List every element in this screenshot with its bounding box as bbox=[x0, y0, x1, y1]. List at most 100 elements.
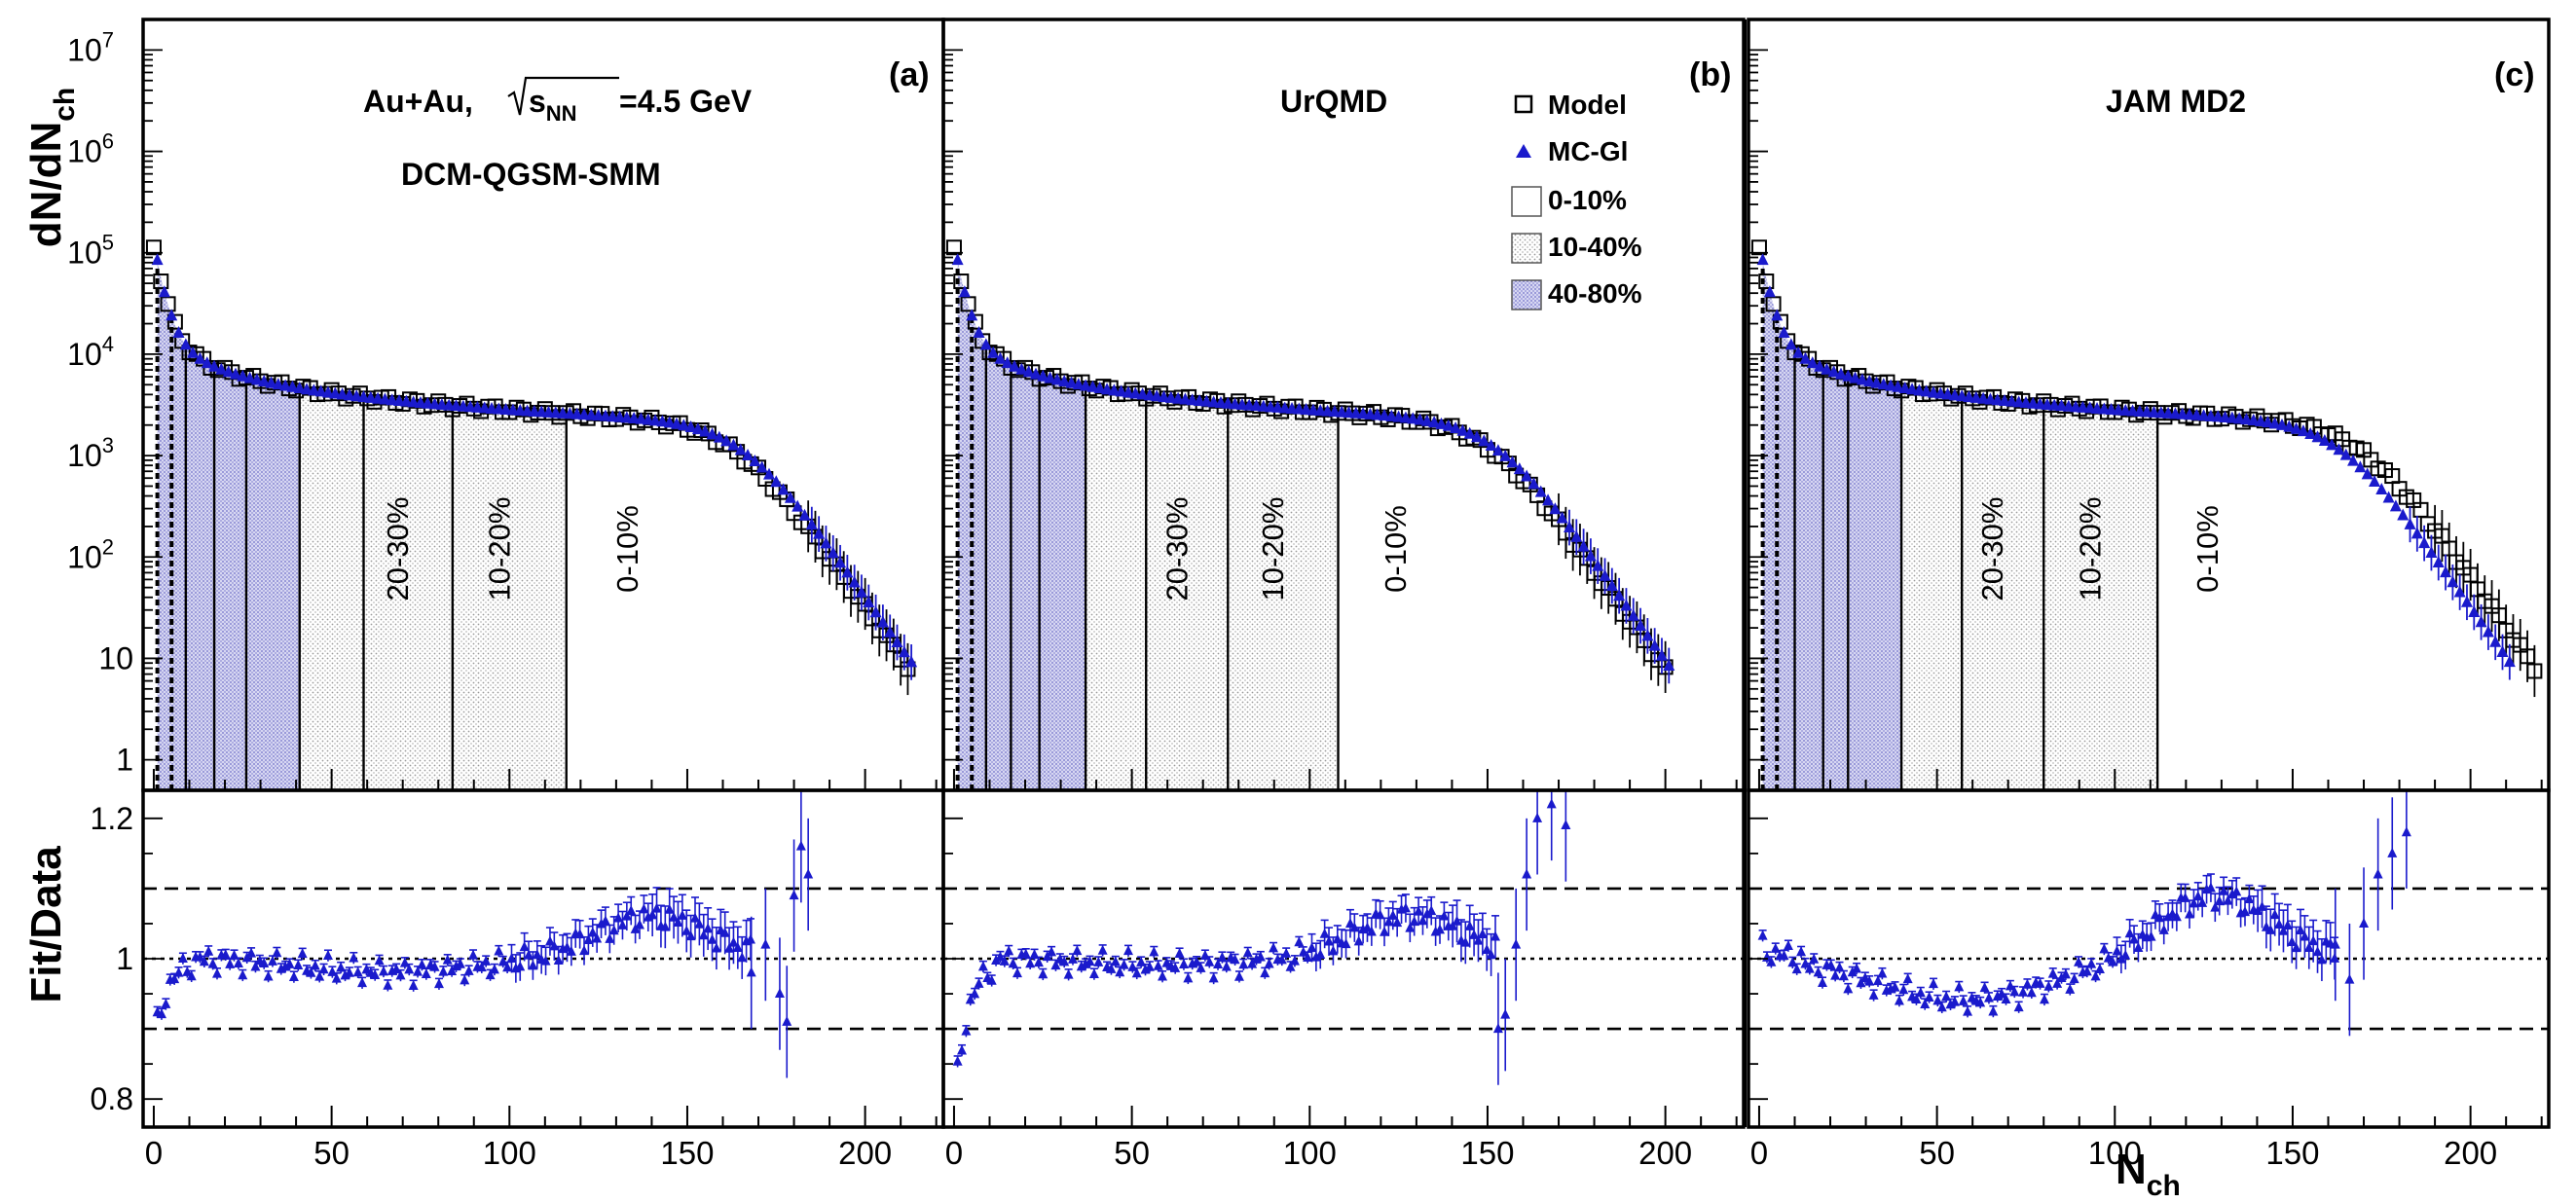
ratio-point bbox=[664, 903, 675, 914]
ratio-point bbox=[1464, 920, 1475, 930]
ratio-point bbox=[2074, 956, 2084, 966]
ratio-point bbox=[2401, 826, 2411, 837]
fit-point bbox=[2318, 434, 2331, 447]
fit-point bbox=[1336, 405, 1348, 418]
ratio-point bbox=[186, 970, 197, 981]
ratio-point bbox=[2112, 945, 2122, 956]
ratio-point bbox=[182, 966, 193, 976]
fit-point bbox=[1158, 390, 1170, 403]
ratio-point bbox=[1076, 961, 1086, 971]
ratio-point bbox=[566, 945, 576, 956]
fit-point bbox=[884, 625, 897, 638]
fit-point bbox=[1913, 383, 1926, 396]
fit-point bbox=[958, 285, 971, 298]
fit-point bbox=[827, 546, 839, 559]
ratio-point bbox=[1213, 959, 1224, 969]
ratio-point bbox=[746, 966, 756, 977]
fit-point bbox=[542, 405, 555, 418]
ratio-point bbox=[1452, 915, 1462, 926]
ratio-point bbox=[1400, 902, 1411, 913]
ratio-point bbox=[724, 942, 735, 953]
ratio-point bbox=[238, 969, 248, 980]
fit-point bbox=[1827, 365, 1840, 378]
ratio-point bbox=[2274, 918, 2285, 929]
fit-point bbox=[2105, 402, 2117, 415]
fit-point bbox=[493, 402, 505, 415]
fit-point bbox=[678, 419, 690, 431]
fit-point bbox=[1328, 405, 1341, 418]
fit-point bbox=[2055, 399, 2068, 412]
fit-point bbox=[2219, 410, 2231, 422]
fit-point bbox=[243, 371, 256, 383]
ratio-point bbox=[1435, 924, 1446, 934]
y-axis-title-ratio-text: Fit/Data bbox=[22, 846, 70, 1003]
sqrt-symbol bbox=[507, 76, 619, 116]
fit-point bbox=[258, 375, 271, 387]
generator-label-b: UrQMD bbox=[1280, 84, 1387, 119]
fit-point bbox=[2226, 411, 2238, 423]
fit-point bbox=[464, 400, 477, 413]
ratio-point bbox=[468, 949, 479, 960]
ratio-point bbox=[660, 921, 671, 931]
ratio-point bbox=[297, 948, 308, 959]
ratio-tick-label: 1 bbox=[116, 941, 133, 976]
fit-point bbox=[457, 399, 469, 412]
ratio-point bbox=[1178, 959, 1189, 969]
ratio-point bbox=[1852, 963, 1862, 973]
fit-point bbox=[2204, 409, 2217, 421]
fit-point bbox=[1806, 356, 1819, 369]
centrality-region bbox=[985, 345, 1012, 790]
ratio-point bbox=[1344, 918, 1355, 929]
fit-point bbox=[1399, 411, 1412, 423]
ratio-point bbox=[626, 904, 637, 915]
ratio-point bbox=[442, 954, 453, 965]
fit-point bbox=[1349, 406, 1362, 419]
ratio-point bbox=[1269, 942, 1279, 953]
ratio-point bbox=[1890, 981, 1900, 992]
fit-point bbox=[1792, 346, 1805, 358]
fit-point bbox=[2070, 400, 2082, 413]
ratio-point bbox=[1217, 951, 1228, 962]
fit-point bbox=[279, 379, 292, 391]
centrality-region bbox=[363, 397, 453, 790]
centrality-region bbox=[185, 345, 215, 790]
ratio-point bbox=[1319, 928, 1330, 938]
fit-point bbox=[820, 536, 832, 549]
ratio-point bbox=[2001, 993, 2011, 1003]
fit-point bbox=[706, 427, 718, 440]
ratio-point bbox=[1757, 930, 1768, 940]
ratio-point bbox=[2124, 928, 2135, 938]
fit-point bbox=[1892, 380, 1904, 392]
ratio-point bbox=[1877, 967, 1888, 978]
fit-point bbox=[2019, 396, 2032, 409]
ratio-point bbox=[2103, 952, 2114, 963]
fit-point bbox=[422, 396, 434, 409]
ratio-point bbox=[519, 941, 530, 952]
ratio-point bbox=[1911, 994, 1922, 1004]
fit-point bbox=[1050, 373, 1063, 385]
fit-point bbox=[570, 407, 583, 419]
fit-point bbox=[841, 565, 854, 578]
fit-point bbox=[393, 393, 406, 406]
fit-point bbox=[386, 393, 398, 406]
fit-point bbox=[1129, 386, 1142, 399]
ratio-point bbox=[1561, 820, 1571, 830]
panel-b-annotations: UrQMD bbox=[1280, 84, 1387, 119]
fit-point bbox=[1271, 400, 1284, 413]
fit-point bbox=[1920, 384, 1932, 397]
legend-class1-label: 0-10% bbox=[1548, 185, 1627, 215]
ratio-point bbox=[2387, 847, 2398, 857]
fit-point bbox=[1549, 502, 1562, 515]
ratio-point bbox=[1924, 991, 1934, 1002]
ratio-point bbox=[1511, 938, 1522, 949]
y-tick-exponent: 6 bbox=[102, 129, 114, 154]
ratio-frame bbox=[1747, 788, 2551, 1129]
ratio-point bbox=[2018, 986, 2029, 997]
ratio-point bbox=[2265, 924, 2276, 934]
ratio-point bbox=[1122, 945, 1133, 956]
fit-point bbox=[834, 556, 847, 568]
ratio-point bbox=[481, 955, 492, 966]
ratio-point bbox=[433, 978, 444, 989]
fit-point bbox=[407, 395, 420, 408]
fit-point bbox=[2354, 460, 2367, 473]
